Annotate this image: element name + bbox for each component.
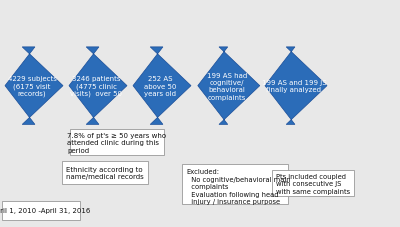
Polygon shape [69, 48, 127, 125]
Text: 252 AS
above 50
years old: 252 AS above 50 years old [144, 76, 176, 96]
Text: 199 AS and 199 JS
finally analyzed: 199 AS and 199 JS finally analyzed [262, 80, 326, 93]
FancyBboxPatch shape [272, 170, 354, 196]
Polygon shape [5, 48, 63, 125]
Text: Pts included coupled
with consecutive JS
with same complaints: Pts included coupled with consecutive JS… [276, 173, 350, 194]
Text: 199 AS had
cognitive/
behavioral
complaints: 199 AS had cognitive/ behavioral complai… [207, 72, 247, 100]
Text: April 1, 2010 -April 31, 2016: April 1, 2010 -April 31, 2016 [0, 207, 91, 214]
FancyBboxPatch shape [182, 165, 288, 204]
FancyBboxPatch shape [2, 201, 80, 220]
FancyBboxPatch shape [62, 161, 148, 184]
Text: 4229 subjects
(6175 visit
records): 4229 subjects (6175 visit records) [8, 76, 56, 97]
Polygon shape [265, 48, 327, 125]
Polygon shape [198, 48, 260, 125]
Text: Ethnicity according to
name/medical records: Ethnicity according to name/medical reco… [66, 166, 144, 179]
FancyBboxPatch shape [70, 129, 164, 155]
Polygon shape [133, 48, 191, 125]
Text: 3246 patients
(4775 clinic
visits)  over 50: 3246 patients (4775 clinic visits) over … [70, 76, 122, 97]
Text: 7.8% of pt's ≥ 50 years who
attended clinic during this
period: 7.8% of pt's ≥ 50 years who attended cli… [68, 132, 166, 153]
Text: Excluded:
  No cognitive/behavioral main
  complaints
  Evaluation following hea: Excluded: No cognitive/behavioral main c… [187, 169, 290, 205]
